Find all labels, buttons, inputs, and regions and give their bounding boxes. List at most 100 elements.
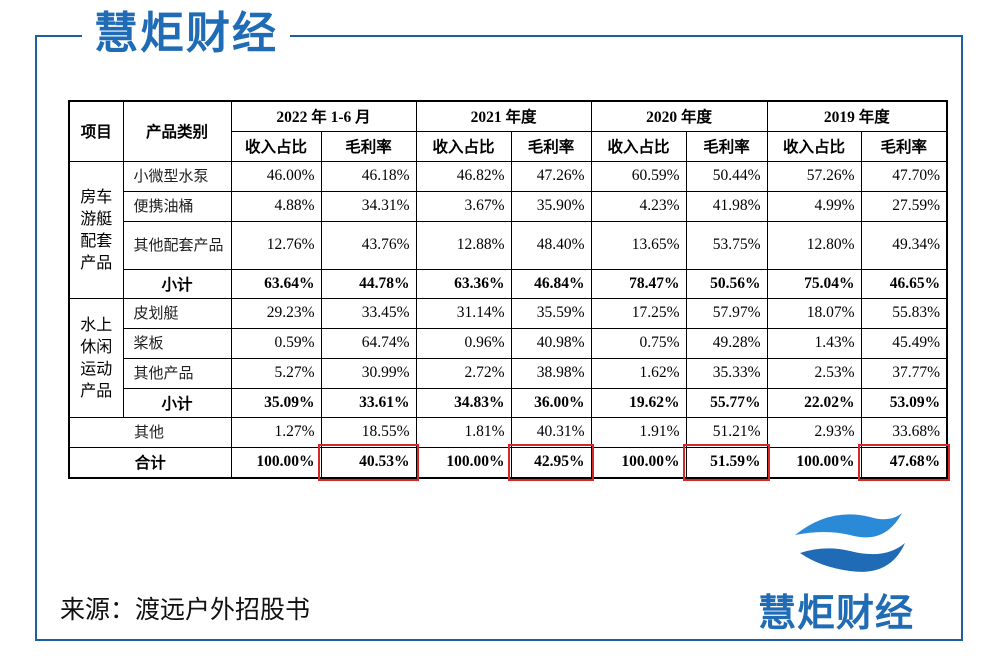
cell: 57.26% (766, 160, 862, 192)
table-row: 小计 63.64% 44.78% 63.36% 46.84% 78.47% 50.56% 75… (69, 268, 948, 299)
sub-header: 收入占比 (590, 130, 687, 162)
cell: 30.99% (320, 357, 417, 389)
cell: 46.82% (415, 160, 512, 192)
logo: 慧炬财经 (82, 6, 290, 62)
cell: 35.09% (230, 387, 322, 418)
cell: 48.40% (510, 220, 592, 270)
sub-header: 收入占比 (230, 130, 322, 162)
cell: 29.23% (230, 297, 322, 329)
logo: 慧炬财经 (758, 591, 915, 635)
cell: 35.59% (510, 297, 592, 329)
cell: 0.96% (415, 327, 512, 359)
cell: 1.62% (590, 357, 687, 389)
cell: 4.99% (766, 190, 862, 222)
cell: 2.72% (415, 357, 512, 389)
group-label: 水上休闲运动产品 (68, 297, 124, 418)
table-row: 其他配套产品 12.76% 43.76% 12.88% 48.40% 13.65% 53.7… (69, 220, 948, 270)
table-row: 小计 35.09% 33.61% 34.83% 36.00% 19.62% 55.77% 22… (69, 387, 948, 418)
cell: 4.23% (590, 190, 687, 222)
cell: 1.81% (415, 416, 512, 448)
cell: 75.04% (766, 268, 862, 299)
sub-header: 毛利率 (685, 130, 768, 162)
frame (35, 35, 963, 641)
cell: 31.14% (415, 297, 512, 329)
cell: 12.80% (766, 220, 862, 270)
cell: 57.97% (685, 297, 768, 329)
source-note: 来源：渡远户外招股书 (60, 595, 311, 624)
cell: 33.45% (320, 297, 417, 329)
cell: 51.21% (685, 416, 768, 448)
sub-header: 毛利率 (860, 130, 948, 162)
table-row: 便携油桶 4.88% 34.31% 3.67% 35.90% 4.23% 41.98% 4.9… (69, 190, 948, 222)
cell: 100.00% (766, 446, 862, 479)
cell: 46.00% (230, 160, 322, 192)
period-header: 2020 年度 (590, 100, 768, 132)
period-header: 2019 年度 (766, 100, 948, 132)
cell: 49.28% (685, 327, 768, 359)
data-table: 项目 产品类别 2022 年 1-6 月 2021 年度 2020 年度 2019 年度收… (68, 100, 951, 481)
row-label: 桨板 (122, 327, 232, 359)
cell: 36.00% (510, 387, 592, 418)
row-label: 其他配套产品 (122, 220, 232, 270)
cell: 34.83% (415, 387, 512, 418)
cell: 44.78% (320, 268, 417, 299)
cell: 18.55% (320, 416, 417, 448)
period-header: 2022 年 1-6 月 (230, 100, 417, 132)
cell: 5.27% (230, 357, 322, 389)
cell: 100.00% (590, 446, 687, 479)
table-row: 水上休闲运动产品 皮划艇 29.23% 33.45% 31.14% 35.59% 17.25… (68, 297, 948, 418)
sub-header: 毛利率 (320, 130, 417, 162)
cell: 55.83% (860, 297, 948, 329)
cell: 0.59% (230, 327, 322, 359)
cell: 100.00% (415, 446, 512, 479)
cell: 27.59% (860, 190, 948, 222)
cell: 19.62% (590, 387, 687, 418)
row-label: 其他 (68, 416, 232, 448)
cell: 46.84% (510, 268, 592, 299)
row-label: 小微型水泵 (122, 160, 232, 192)
row-label: 皮划艇 (122, 297, 232, 329)
cell: 78.47% (590, 268, 687, 299)
cell: 49.34% (860, 220, 948, 270)
cell: 3.67% (415, 190, 512, 222)
sub-header: 收入占比 (415, 130, 512, 162)
cell: 40.53% (317, 444, 420, 481)
cell: 33.61% (320, 387, 417, 418)
cell: 47.26% (510, 160, 592, 192)
cell: 47.68% (858, 444, 951, 481)
cell: 12.76% (230, 220, 322, 270)
table-row: 房车游艇配套产品 小微型水泵 46.00% 46.18% 46.82% 47.26% 60.… (68, 160, 948, 299)
cell: 41.98% (685, 190, 768, 222)
cell: 53.75% (685, 220, 768, 270)
total-label: 合计 (68, 446, 232, 479)
cell: 53.09% (860, 387, 948, 418)
table-row: 其他产品 5.27% 30.99% 2.72% 38.98% 1.62% 35.33% 2.5… (69, 357, 948, 389)
cell: 12.88% (415, 220, 512, 270)
table-row: 合计 100.00% 40.53% 100.00% 42.95% 100.00% 51.59… (68, 444, 951, 481)
cell: 46.18% (320, 160, 417, 192)
cell: 42.95% (508, 444, 595, 481)
cell: 40.98% (510, 327, 592, 359)
cell: 17.25% (590, 297, 687, 329)
cell: 1.91% (590, 416, 687, 448)
cell: 2.53% (766, 357, 862, 389)
cell: 63.36% (415, 268, 512, 299)
cell: 64.74% (320, 327, 417, 359)
period-header: 2021 年度 (415, 100, 592, 132)
subtotal-label: 小计 (122, 387, 232, 418)
cell: 35.90% (510, 190, 592, 222)
row-label: 便携油桶 (122, 190, 232, 222)
cell: 55.77% (685, 387, 768, 418)
table-row: 其他 1.27% 18.55% 1.81% 40.31% 1.91% 51.21% 2.93%… (68, 416, 948, 448)
cell: 40.31% (510, 416, 592, 448)
cell: 38.98% (510, 357, 592, 389)
column-header: 项目 (68, 100, 124, 162)
cell: 4.88% (230, 190, 322, 222)
cell: 51.59% (683, 444, 771, 481)
table-row: 项目 产品类别 2022 年 1-6 月 2021 年度 2020 年度 2019 年度 (68, 100, 948, 162)
cell: 2.93% (766, 416, 862, 448)
cell: 13.65% (590, 220, 687, 270)
cell: 50.56% (685, 268, 768, 299)
cell: 1.27% (230, 416, 322, 448)
